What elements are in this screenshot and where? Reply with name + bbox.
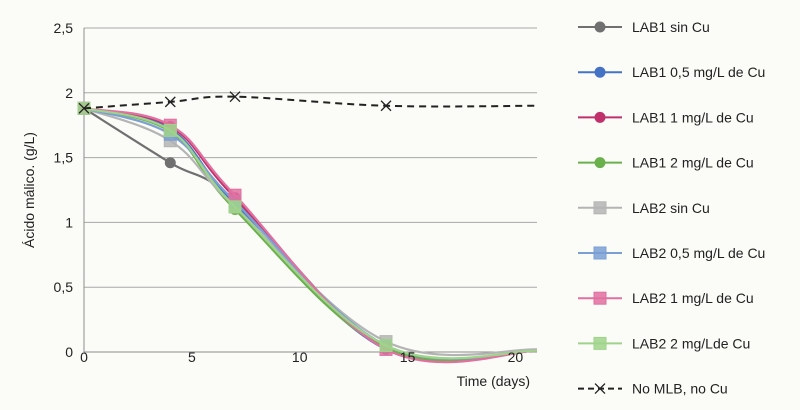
y-tick-label: 2,5 xyxy=(54,20,74,36)
cross-stroke xyxy=(594,383,606,395)
legend-item: LAB1 0,5 mg/L de Cu xyxy=(578,64,765,80)
y-tick-label: 2 xyxy=(65,85,73,101)
series-7 xyxy=(77,101,538,360)
legend-marker xyxy=(594,21,606,33)
gridlines xyxy=(84,27,537,288)
data-point xyxy=(164,96,176,108)
series-line xyxy=(83,107,538,357)
series-6 xyxy=(77,101,538,364)
legend-marker xyxy=(594,66,606,78)
legend-marker xyxy=(593,291,607,305)
x-tick-label: 10 xyxy=(292,349,308,365)
data-point xyxy=(163,123,177,137)
legend-marker xyxy=(593,336,607,350)
data-point xyxy=(379,339,393,353)
data-point xyxy=(229,91,241,103)
legend-item: LAB2 sin Cu xyxy=(578,200,710,216)
x-tick-label: 20 xyxy=(508,349,524,365)
data-point xyxy=(228,188,242,202)
series-line xyxy=(83,107,538,360)
series-8 xyxy=(78,91,538,114)
cross-stroke xyxy=(380,100,392,112)
series-line xyxy=(83,107,538,363)
legend-item: LAB2 0,5 mg/L de Cu xyxy=(578,245,765,261)
series-1 xyxy=(78,102,538,363)
legend-label: LAB2 1 mg/L de Cu xyxy=(632,290,754,306)
legend-marker xyxy=(593,246,607,260)
legend-item: LAB2 2 mg/Lde Cu xyxy=(578,335,750,351)
y-axis-label: Ácido málico. (g/L) xyxy=(21,132,37,248)
data-point xyxy=(164,157,176,169)
legend-label: No MLB, no Cu xyxy=(632,381,728,397)
legend: LAB1 sin Cu LAB1 0,5 mg/L de Cu LAB1 1 mg/… xyxy=(578,19,765,397)
data-point xyxy=(228,200,242,214)
y-tick-label: 1,5 xyxy=(54,150,74,166)
series-line xyxy=(83,95,538,110)
series-line xyxy=(83,107,538,362)
legend-item: No MLB, no Cu xyxy=(578,381,728,397)
series-5 xyxy=(77,101,538,360)
series-line xyxy=(83,107,538,364)
series-3 xyxy=(78,102,538,362)
legend-marker xyxy=(594,383,606,395)
axes xyxy=(83,28,537,353)
x-axis-label: Time (days) xyxy=(457,373,530,389)
tick-labels: 0 0,5 1 1,5 2 2,5 0 5 10 15 20 xyxy=(54,20,524,365)
legend-marker xyxy=(594,157,606,169)
legend-label: LAB1 1 mg/L de Cu xyxy=(632,109,754,125)
data-point xyxy=(380,100,392,112)
series-group xyxy=(77,91,538,364)
x-tick-label: 5 xyxy=(188,349,196,365)
legend-label: LAB2 2 mg/Lde Cu xyxy=(632,335,750,351)
x-tick-label: 0 xyxy=(80,349,88,365)
series-line xyxy=(83,107,538,362)
series-2 xyxy=(78,102,538,362)
legend-label: LAB1 sin Cu xyxy=(632,19,710,35)
x-tick-label: 15 xyxy=(400,349,416,365)
legend-label: LAB1 2 mg/L de Cu xyxy=(632,155,754,171)
legend-item: LAB1 2 mg/L de Cu xyxy=(578,155,754,171)
legend-marker xyxy=(594,111,606,123)
series-4 xyxy=(77,101,538,357)
y-tick-label: 0 xyxy=(65,344,73,360)
y-tick-label: 1 xyxy=(65,214,73,230)
legend-label: LAB1 0,5 mg/L de Cu xyxy=(632,64,765,80)
cross-stroke xyxy=(164,96,176,108)
series-line xyxy=(83,107,538,360)
legend-item: LAB2 1 mg/L de Cu xyxy=(578,290,754,306)
series-0 xyxy=(78,102,538,362)
data-point xyxy=(78,102,90,114)
legend-item: LAB1 1 mg/L de Cu xyxy=(578,109,754,125)
legend-label: LAB2 sin Cu xyxy=(632,200,710,216)
cross-stroke xyxy=(78,102,90,114)
legend-marker xyxy=(593,201,607,215)
legend-item: LAB1 sin Cu xyxy=(578,19,710,35)
series-line xyxy=(83,107,538,362)
cross-stroke xyxy=(229,91,241,103)
legend-label: LAB2 0,5 mg/L de Cu xyxy=(632,245,765,261)
y-tick-label: 0,5 xyxy=(54,279,74,295)
